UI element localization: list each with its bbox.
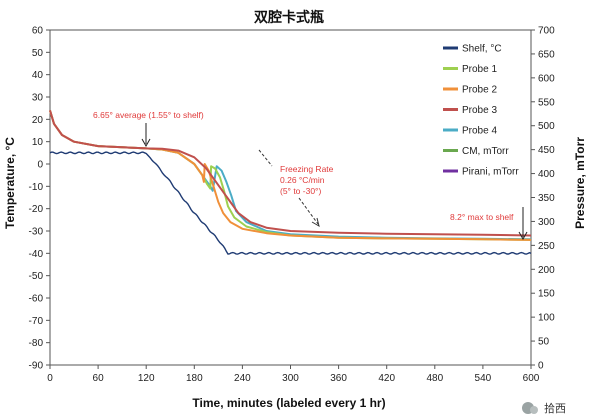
y2-tick-label: 50 <box>538 337 550 348</box>
y-tick-label: 50 <box>32 48 44 59</box>
y-axis-right: 7006506005505004504003503002502001501005… <box>531 26 555 372</box>
y2-tick-label: 150 <box>538 289 555 300</box>
annotation-freezing-rate-range: (5° to -30°) <box>280 186 321 196</box>
chart-title: 双腔卡式瓶 <box>254 9 324 26</box>
legend-label: Probe 1 <box>462 64 497 75</box>
y2-tick-label: 600 <box>538 73 555 84</box>
y-tick-label: 60 <box>32 26 44 37</box>
y-tick-label: -90 <box>29 361 44 372</box>
y2-tick-label: 300 <box>538 217 555 228</box>
y2-tick-label: 650 <box>538 49 555 60</box>
x-tick-label: 240 <box>234 373 251 384</box>
x-tick-label: 120 <box>138 373 155 384</box>
y2-tick-label: 550 <box>538 97 555 108</box>
x-tick-label: 600 <box>523 373 540 384</box>
watermark: 拾西 <box>522 401 566 415</box>
wechat-icon-bubble <box>530 406 538 414</box>
y2-tick-label: 700 <box>538 26 555 37</box>
y-tick-label: 40 <box>32 70 44 81</box>
series-line-probe-3 <box>49 110 532 237</box>
y2-tick-label: 0 <box>538 361 544 372</box>
x-tick-label: 180 <box>186 373 203 384</box>
annotation-freezing-rate-value: 0.26 °C/min <box>280 175 325 185</box>
y2-tick-label: 350 <box>538 193 555 204</box>
legend-label: Pirani, mTorr <box>462 167 519 178</box>
annotation-freezing-rate: Freezing Rate <box>280 164 334 174</box>
legend-label: Probe 4 <box>462 126 497 137</box>
y-axis-label-right: Pressure, mTorr <box>573 137 587 229</box>
x-tick-label: 480 <box>426 373 443 384</box>
watermark-text: 拾西 <box>544 401 566 415</box>
y-axis-left: 60 50 40 30 20 10 0 -10 -20 -30 -40 -50 -60 -70 -80 -90 <box>29 26 50 372</box>
y-tick-label: -60 <box>29 294 44 305</box>
y2-tick-label: 200 <box>538 265 555 276</box>
y-tick-label: 30 <box>32 93 44 104</box>
annotation-average: 6.65° average (1.55° to shelf) <box>93 110 204 120</box>
x-tick-label: 540 <box>475 373 492 384</box>
legend: Shelf, °C Probe 1 Probe 2 Probe 3 Probe 4 CM,… <box>443 44 519 178</box>
annotation-arrowhead-lower <box>311 217 320 228</box>
y-tick-label: -30 <box>29 227 44 238</box>
x-axis: 0 60 120 180 240 300 360 420 480 540 600 <box>47 365 540 384</box>
annotations: 6.65° average (1.55° to shelf) Freezing R… <box>93 110 528 241</box>
y-tick-label: -70 <box>29 316 44 327</box>
x-axis-label: Time, minutes (labeled every 1 hr) <box>192 396 385 410</box>
legend-label: Probe 3 <box>462 105 497 116</box>
y-tick-label: -10 <box>29 182 44 193</box>
y-axis-label-left: Temperature, °C <box>3 137 17 229</box>
series-line-shelf-c <box>49 151 532 255</box>
annotation-max-to-shelf: 8.2° max to shelf <box>450 212 514 222</box>
y-tick-label: 0 <box>37 160 43 171</box>
y-tick-label: -80 <box>29 338 44 349</box>
y-tick-label: -40 <box>29 249 44 260</box>
series-group <box>49 110 532 255</box>
x-tick-label: 420 <box>378 373 395 384</box>
y-tick-label: -20 <box>29 204 44 215</box>
legend-label: Probe 2 <box>462 85 497 96</box>
legend-label: CM, mTorr <box>462 146 509 157</box>
x-tick-label: 360 <box>330 373 347 384</box>
y2-tick-label: 100 <box>538 313 555 324</box>
y2-tick-label: 250 <box>538 241 555 252</box>
annotation-dash-lower <box>298 197 319 225</box>
x-tick-label: 60 <box>93 373 105 384</box>
annotation-dash-upper <box>258 149 273 167</box>
x-tick-label: 0 <box>47 373 53 384</box>
y-tick-label: 20 <box>32 115 44 126</box>
y-tick-label: 10 <box>32 137 44 148</box>
y-tick-label: -50 <box>29 271 44 282</box>
x-tick-label: 300 <box>282 373 299 384</box>
annotation-arrowhead-max <box>518 231 528 241</box>
annotation-arrowhead-average <box>141 138 151 148</box>
legend-label: Shelf, °C <box>462 44 502 55</box>
y2-tick-label: 500 <box>538 121 555 132</box>
y2-tick-label: 400 <box>538 169 555 180</box>
y2-tick-label: 450 <box>538 145 555 156</box>
